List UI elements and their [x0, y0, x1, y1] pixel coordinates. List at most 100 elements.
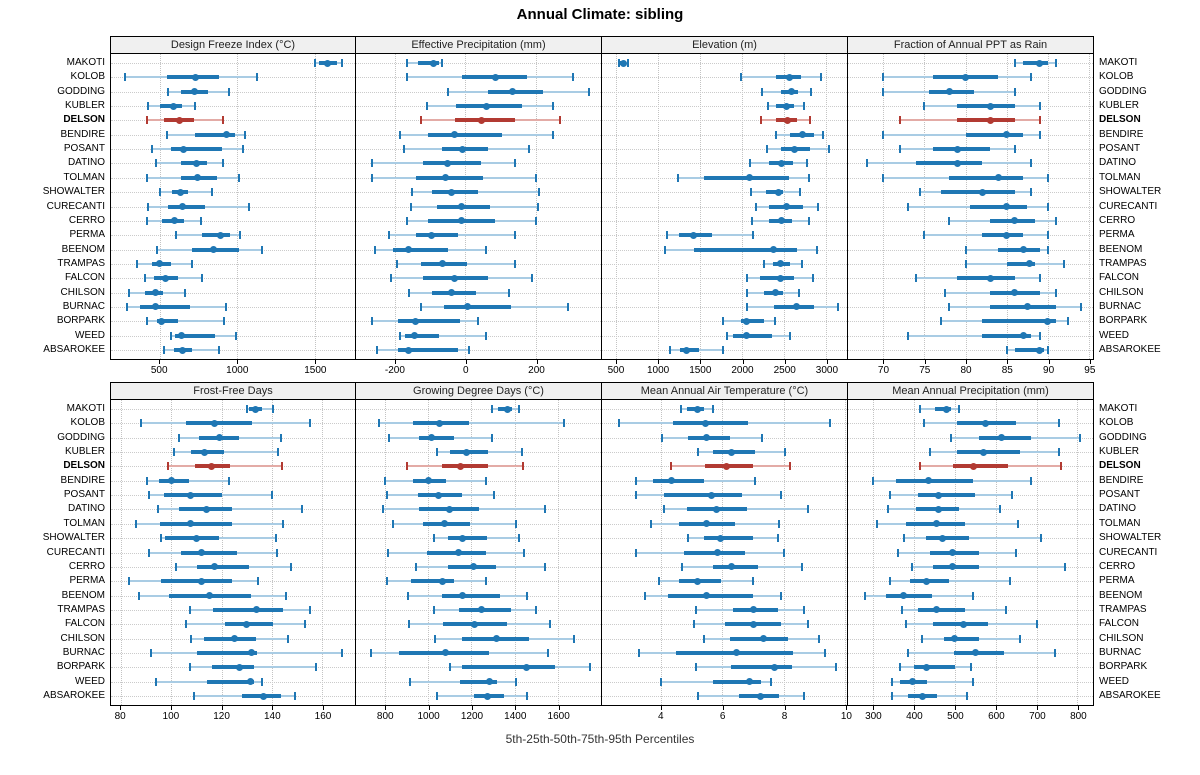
- whisker-cap-95: [566, 302, 569, 311]
- whisker-cap-95: [836, 302, 839, 311]
- iqr-box-25-75: [943, 636, 980, 641]
- panel-title: Mean Annual Air Temperature (°C): [640, 385, 809, 397]
- median-dot: [178, 346, 186, 354]
- whisker-cap-5: [766, 145, 769, 154]
- whisker-cap-5: [677, 173, 680, 182]
- whisker-cap-5: [617, 419, 620, 428]
- whisker-cap-95: [289, 562, 292, 571]
- median-dot: [986, 274, 994, 282]
- station-label-makoti: MAKOTI: [1099, 403, 1138, 414]
- iqr-box-25-75: [969, 204, 1028, 209]
- station-label-kubler: KUBLER: [1099, 446, 1140, 458]
- iqr-box-25-75: [732, 333, 773, 338]
- whisker-cap-95: [1064, 562, 1067, 571]
- median-dot: [451, 131, 459, 139]
- axis-tick-label: 90: [1043, 365, 1055, 376]
- grid-line-horizontal: [111, 306, 355, 308]
- iqr-box-25-75: [885, 593, 932, 598]
- panel-axis: 500 1000 1500: [110, 360, 356, 380]
- median-dot: [484, 692, 492, 700]
- whisker-cap-95: [800, 259, 803, 268]
- whisker-cap-95: [803, 102, 806, 111]
- iqr-box-25-75: [712, 679, 761, 684]
- median-dot: [694, 577, 702, 585]
- axis-tick-label: 85: [1001, 365, 1013, 376]
- median-dot: [1026, 260, 1034, 268]
- whisker-cap-5: [745, 288, 748, 297]
- median-dot: [491, 73, 499, 81]
- whisker-cap-95: [972, 677, 975, 686]
- grid-line-horizontal: [111, 163, 355, 165]
- panel-growing-degree-days-c: Growing Degree Days (°C) 800 1000 1200 1400 1…: [356, 382, 602, 726]
- axis-tick-label: 4: [658, 711, 664, 722]
- station-label-godding: GODDING: [57, 85, 105, 97]
- iqr-box-25-75: [181, 550, 237, 555]
- median-dot: [177, 188, 185, 196]
- axis-tick-label: 75: [919, 365, 931, 376]
- whisker-cap-5: [902, 534, 905, 543]
- iqr-box-25-75: [444, 304, 512, 309]
- whisker-cap-5: [433, 634, 436, 643]
- station-label-trampas: TRAMPAS: [1099, 257, 1147, 269]
- axis-tick: [996, 706, 998, 710]
- median-dot: [451, 274, 459, 282]
- median-dot: [191, 88, 199, 96]
- station-label-godding: GODDING: [1099, 431, 1147, 443]
- median-dot: [982, 419, 990, 427]
- median-dot: [703, 592, 711, 600]
- median-dot: [943, 405, 951, 413]
- median-dot: [785, 73, 793, 81]
- station-label-beenom: BEENOM: [1099, 243, 1143, 255]
- median-dot: [458, 145, 466, 153]
- whisker-cap-5: [189, 663, 192, 672]
- axis-tick: [159, 360, 161, 364]
- whisker-cap-5: [921, 634, 924, 643]
- whisker-cap-95: [966, 692, 969, 700]
- median-dot: [1011, 289, 1019, 297]
- whisker-cap-95: [779, 491, 782, 500]
- median-dot: [151, 289, 159, 297]
- median-dot: [157, 317, 165, 325]
- station-label-chilson: CHILSON: [1099, 286, 1144, 298]
- median-dot: [1019, 246, 1027, 254]
- whisker-cap-5: [882, 87, 885, 96]
- median-dot: [210, 419, 218, 427]
- median-dot: [1036, 59, 1044, 67]
- median-dot: [746, 678, 754, 686]
- whisker-5-95: [912, 565, 1066, 568]
- whisker-cap-95: [1029, 476, 1032, 485]
- station-label-cerro: CERRO: [1099, 560, 1136, 572]
- panel-plot: [848, 54, 1093, 359]
- whisker-cap-95: [1038, 102, 1041, 111]
- median-dot: [777, 260, 785, 268]
- whisker-cap-95: [626, 59, 629, 67]
- whisker-cap-95: [788, 331, 791, 340]
- grid-line-horizontal: [602, 292, 847, 294]
- axis-tick: [615, 360, 617, 364]
- median-dot: [442, 174, 450, 182]
- station-label-datino: DATINO: [67, 503, 105, 515]
- whisker-cap-5: [147, 548, 150, 557]
- whisker-cap-95: [538, 188, 541, 197]
- whisker-cap-95: [809, 116, 812, 125]
- station-label-kolob: KOLOB: [70, 71, 105, 83]
- whisker-cap-95: [235, 331, 238, 340]
- station-label-delson: DELSON: [63, 460, 105, 472]
- grid-line-horizontal: [111, 263, 355, 265]
- iqr-box-25-75: [895, 478, 974, 483]
- median-dot: [922, 663, 930, 671]
- axis-tick: [1078, 706, 1080, 710]
- whisker-cap-5: [156, 505, 159, 514]
- station-label-falcon: FALCON: [64, 272, 105, 284]
- axis-tick: [536, 360, 538, 364]
- grid-line-horizontal: [602, 120, 847, 122]
- whisker-cap-95: [1046, 202, 1049, 211]
- panel-title: Effective Precipitation (mm): [411, 39, 546, 51]
- median-dot: [446, 505, 454, 513]
- whisker-cap-5: [448, 663, 451, 672]
- axis-tick-label: 2000: [731, 365, 754, 376]
- panel-plot: [602, 54, 847, 359]
- whisker-cap-95: [817, 202, 819, 211]
- median-dot: [477, 116, 485, 124]
- whisker-cap-5: [405, 462, 408, 471]
